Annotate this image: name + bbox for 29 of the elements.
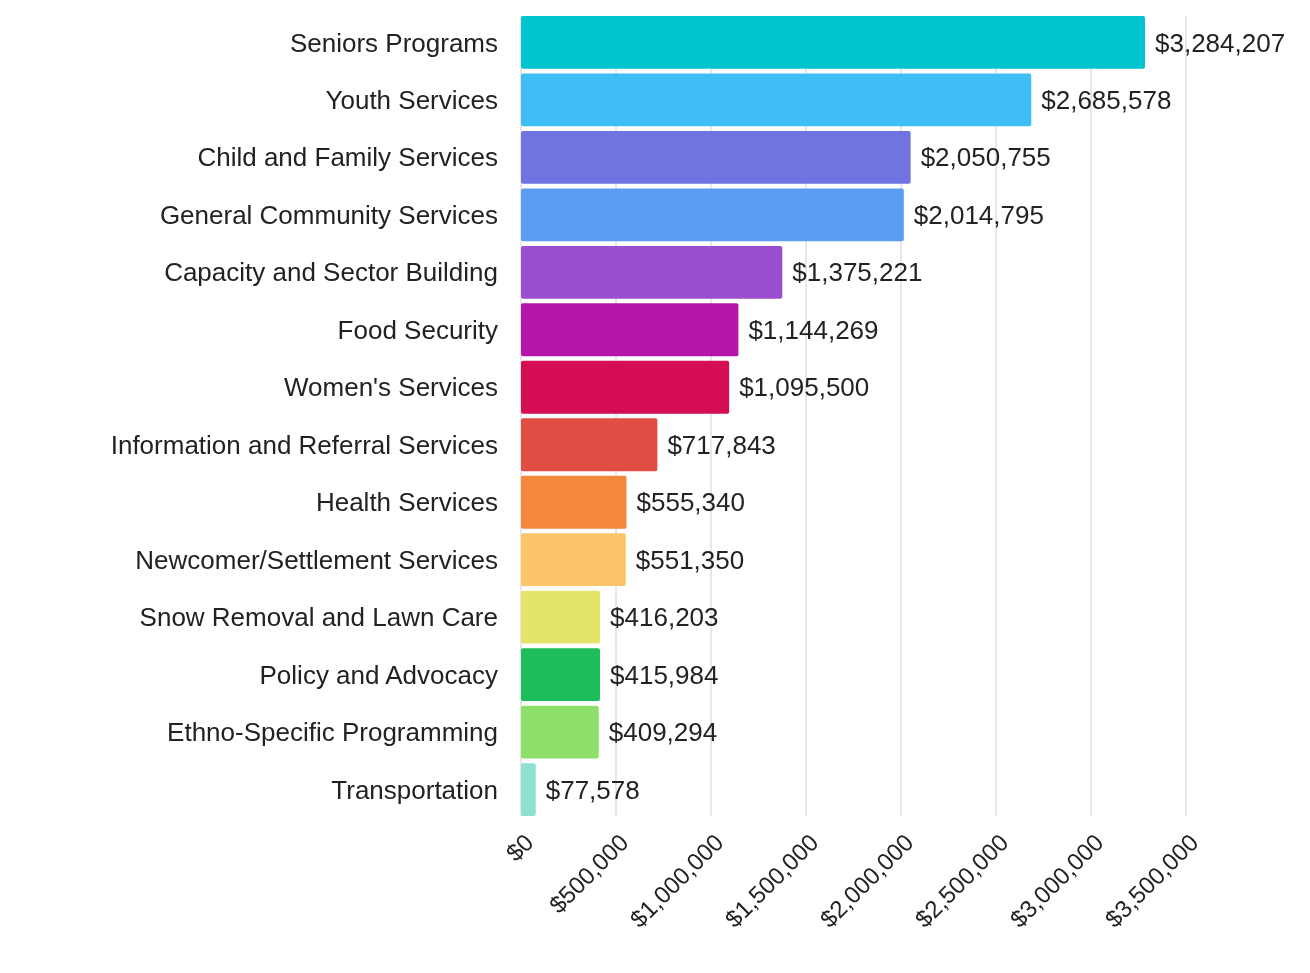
y-tick-label: Snow Removal and Lawn Care xyxy=(139,602,498,633)
data-label: $2,685,578 xyxy=(1041,85,1172,116)
data-label: $77,578 xyxy=(545,774,640,805)
y-tick-label: General Community Services xyxy=(159,199,498,230)
y-tick-label: Youth Services xyxy=(325,85,498,116)
y-tick-label: Child and Family Services xyxy=(197,142,498,173)
data-label: $416,203 xyxy=(610,602,719,633)
y-tick-label: Ethno-Specific Programming xyxy=(167,717,498,748)
y-tick-label: Transportation xyxy=(331,774,498,805)
x-tick-label: $0 xyxy=(500,828,539,867)
data-label: $409,294 xyxy=(608,717,718,748)
y-tick-label: Information and Referral Services xyxy=(110,429,498,460)
data-label: $551,350 xyxy=(635,544,745,575)
data-label: $1,144,269 xyxy=(748,314,879,345)
y-tick-label: Capacity and Sector Building xyxy=(164,257,498,288)
data-label: $717,843 xyxy=(667,429,776,460)
y-tick-label: Newcomer/Settlement Services xyxy=(135,544,498,575)
y-tick-label: Health Services xyxy=(315,487,498,518)
data-label: $2,050,755 xyxy=(920,142,1051,173)
data-label: $2,014,795 xyxy=(913,199,1044,230)
data-label: $1,375,221 xyxy=(792,257,923,288)
y-tick-label: Women's Services xyxy=(284,372,498,403)
data-label: $415,984 xyxy=(610,659,719,690)
data-label: $555,340 xyxy=(636,487,745,518)
y-tick-label: Food Security xyxy=(337,314,498,345)
data-label: $3,284,207 xyxy=(1155,27,1286,58)
y-tick-label: Policy and Advocacy xyxy=(259,659,498,690)
y-tick-label: Seniors Programs xyxy=(289,27,498,58)
data-label: $1,095,500 xyxy=(739,372,870,403)
